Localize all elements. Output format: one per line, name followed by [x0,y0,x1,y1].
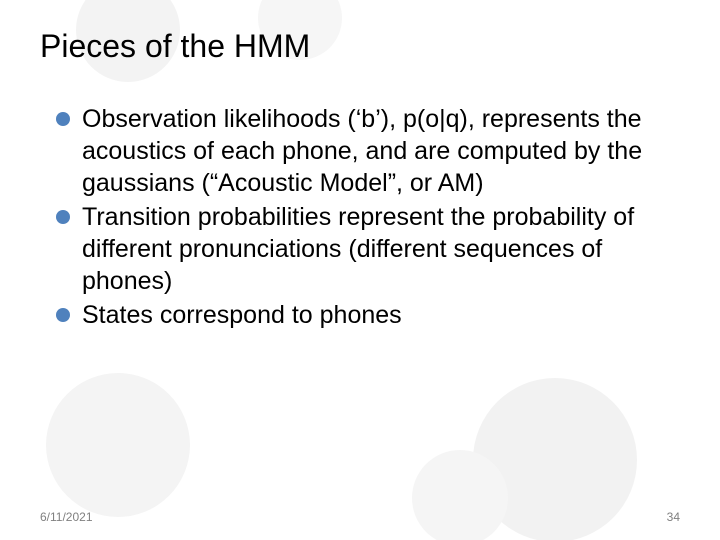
bullet-icon [56,210,70,224]
bullet-text: Observation likelihoods (‘b’), p(o|q), r… [82,105,642,197]
slide-content: Pieces of the HMM Observation likelihood… [0,0,720,331]
bullet-text: States correspond to phones [82,301,402,329]
bullet-icon [56,308,70,322]
bullet-icon [56,112,70,126]
list-item: States correspond to phones [56,299,680,331]
list-item: Transition probabilities represent the p… [56,201,680,297]
slide-footer: 6/11/2021 34 [40,510,680,524]
list-item: Observation likelihoods (‘b’), p(o|q), r… [56,103,680,199]
bullet-list: Observation likelihoods (‘b’), p(o|q), r… [40,103,680,331]
bullet-text: Transition probabilities represent the p… [82,203,634,295]
footer-date: 6/11/2021 [40,510,93,524]
footer-page-number: 34 [667,510,680,524]
slide-title: Pieces of the HMM [40,28,680,65]
